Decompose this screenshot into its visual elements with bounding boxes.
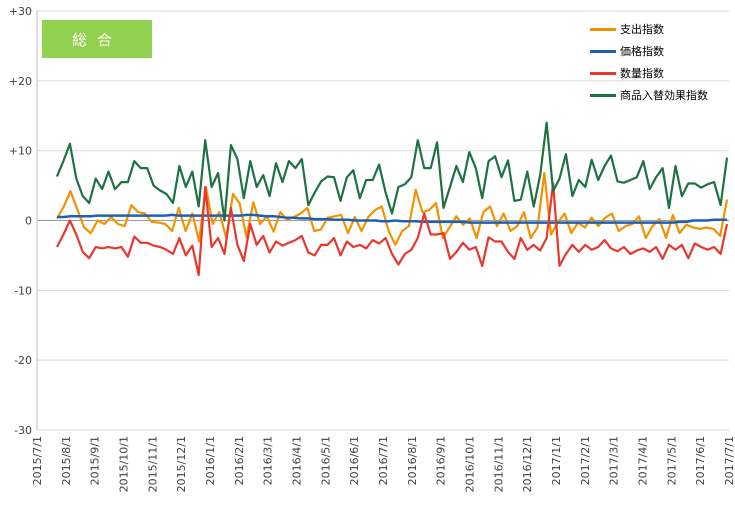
x-tick-label: 2016/12/1 xyxy=(521,436,534,492)
total-badge: 総合 xyxy=(42,20,152,58)
x-tick-label: 2016/5/1 xyxy=(319,436,332,485)
x-tick-label: 2016/6/1 xyxy=(348,436,361,485)
x-tick-label: 2016/10/1 xyxy=(464,436,477,492)
x-tick-label: 2017/2/1 xyxy=(579,436,592,485)
y-tick-label: 0 xyxy=(25,215,32,228)
series-line-2 xyxy=(56,182,729,277)
x-tick-label: 2016/1/1 xyxy=(204,436,217,485)
legend-label: 価格指数 xyxy=(620,45,664,58)
x-tick-label: 2015/8/1 xyxy=(60,436,73,485)
x-tick-label: 2017/4/1 xyxy=(637,436,650,485)
legend-label: 支出指数 xyxy=(620,23,664,36)
x-tick-label: 2017/1/1 xyxy=(550,436,563,485)
y-tick-label: -10 xyxy=(14,284,32,297)
legend-swatch xyxy=(590,27,616,31)
y-tick-label: -30 xyxy=(14,424,32,437)
y-axis-ticks: +30 +20 +10 0 -10 -20 -30 xyxy=(9,5,32,437)
legend-item-replacement: 商品入替効果指数 xyxy=(590,84,708,106)
x-tick-label: 2015/9/1 xyxy=(89,436,102,485)
legend-swatch xyxy=(590,93,616,97)
legend: 支出指数 価格指数 数量指数 商品入替効果指数 xyxy=(590,18,708,106)
series-line-1 xyxy=(57,213,727,224)
x-tick-label: 2016/7/1 xyxy=(377,436,390,485)
total-badge-label: 総合 xyxy=(71,30,122,49)
x-tick-label: 2015/10/1 xyxy=(118,436,131,492)
x-tick-label: 2017/5/1 xyxy=(665,436,678,485)
grid-lines xyxy=(36,10,729,431)
x-tick-label: 2017/7/1 xyxy=(723,436,735,485)
series-lines xyxy=(55,121,729,277)
y-tick-label: +10 xyxy=(9,145,32,158)
x-tick-label: 2017/3/1 xyxy=(608,436,621,485)
x-tick-label: 2015/11/1 xyxy=(146,436,159,492)
legend-item-spending: 支出指数 xyxy=(590,18,708,40)
x-tick-label: 2016/11/1 xyxy=(492,436,505,492)
x-tick-label: 2015/12/1 xyxy=(175,436,188,492)
y-tick-label: +30 xyxy=(9,5,32,18)
legend-swatch xyxy=(590,49,616,53)
x-axis-ticks: 2015/7/1 2015/8/1 2015/9/1 2015/10/1 2015/11… xyxy=(31,436,735,492)
x-tick-label: 2015/7/1 xyxy=(31,436,44,485)
x-tick-label: 2016/8/1 xyxy=(406,436,419,485)
x-tick-label: 2016/4/1 xyxy=(291,436,304,485)
legend-label: 数量指数 xyxy=(620,67,664,80)
x-tick-label: 2017/6/1 xyxy=(694,436,707,485)
legend-item-price: 価格指数 xyxy=(590,40,708,62)
x-tick-label: 2016/3/1 xyxy=(262,436,275,485)
legend-item-quantity: 数量指数 xyxy=(590,62,708,84)
y-tick-label: +20 xyxy=(9,75,32,88)
legend-swatch xyxy=(590,71,616,75)
x-tick-label: 2016/9/1 xyxy=(435,436,448,485)
y-tick-label: -20 xyxy=(14,354,32,367)
x-tick-label: 2016/2/1 xyxy=(233,436,246,485)
legend-label: 商品入替効果指数 xyxy=(620,89,708,102)
series-line-3 xyxy=(55,121,729,222)
